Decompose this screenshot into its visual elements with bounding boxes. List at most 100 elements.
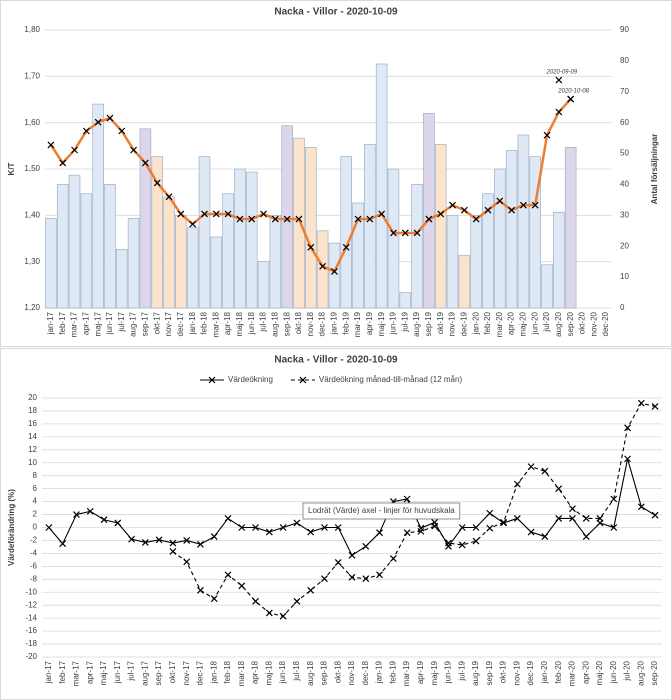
bar (364, 143, 376, 309)
point-marker (651, 402, 659, 410)
point-marker (45, 524, 53, 531)
point-marker (496, 197, 504, 205)
x-tick-label: sep-20 (566, 311, 575, 336)
x-tick-label: okt-17 (168, 660, 177, 683)
x-tick-label: feb-19 (341, 311, 350, 334)
point-marker (376, 529, 383, 537)
point-marker (169, 539, 177, 547)
point-marker (265, 609, 273, 617)
x-tick-label: feb-20 (554, 660, 563, 683)
x-tick-label: apr-19 (416, 660, 425, 684)
point-marker (141, 159, 149, 167)
x-tick-label: jun-17 (113, 660, 122, 684)
x-tick-label: apr-19 (365, 311, 374, 335)
y-tick-label: 1,80 (24, 25, 40, 34)
x-tick-label: sep-18 (282, 311, 291, 336)
bar (257, 261, 270, 309)
point-marker (362, 575, 370, 583)
bar (434, 143, 447, 309)
y2-tick-label: 20 (620, 241, 629, 250)
x-tick-label: mar-20 (568, 660, 577, 686)
y-tick-label: 1,20 (24, 303, 40, 312)
x-tick-label: jun-18 (247, 311, 256, 335)
x-tick-label: apr-18 (223, 311, 232, 335)
x-tick-label: aug-18 (270, 311, 279, 336)
x-tick-label: maj-17 (93, 311, 102, 336)
x-tick-label: aug-20 (636, 660, 645, 685)
bar (234, 168, 246, 309)
x-tick-label: apr-20 (507, 311, 516, 335)
point-marker (260, 210, 267, 218)
bar (269, 214, 282, 309)
bar (293, 137, 305, 309)
bar (541, 264, 553, 309)
x-tick-label: jan-17 (44, 660, 53, 684)
legend-label: Värdeökning månad-till-månad (12 mån) (319, 375, 463, 384)
y2-tick-label: 90 (620, 25, 629, 34)
point-marker (334, 559, 342, 566)
bar (340, 156, 353, 309)
y2-tick-label: 70 (620, 87, 629, 96)
x-tick-label: aug-18 (306, 660, 315, 685)
point-marker (279, 524, 287, 531)
x-tick-label: jun-19 (444, 660, 453, 684)
bar (115, 248, 128, 309)
x-tick-label: jan-19 (375, 660, 384, 684)
y-tick-label: -4 (30, 549, 38, 558)
x-tick-label: feb-20 (483, 311, 492, 334)
bar (564, 147, 577, 309)
x-tick-label: sep-17 (141, 311, 150, 336)
y2-axis-label: Antal försäljningar (650, 134, 659, 205)
x-tick-label: sep-17 (154, 660, 163, 685)
bar (458, 255, 471, 309)
point-marker (431, 522, 439, 530)
x-tick-label: maj-17 (99, 660, 108, 685)
x-tick-label: aug-19 (412, 311, 421, 336)
point-marker (582, 533, 590, 540)
x-tick-label: feb-18 (200, 311, 209, 334)
x-tick-label: nov-17 (164, 311, 173, 336)
bar (186, 227, 199, 309)
point-marker (543, 131, 551, 139)
point-marker (527, 463, 535, 471)
point-marker (569, 505, 576, 513)
x-tick-label: okt-17 (152, 311, 161, 334)
point-marker (624, 455, 631, 463)
x-tick-label: jan-20 (471, 311, 480, 335)
y-tick-label: -2 (30, 536, 38, 545)
x-tick-label: feb-17 (58, 311, 67, 334)
point-marker (651, 511, 659, 519)
point-marker (413, 229, 421, 237)
x-tick-label: jul-18 (292, 660, 301, 681)
point-marker (128, 535, 135, 543)
tooltip-box (302, 502, 461, 520)
x-tick-label: dec-18 (361, 660, 370, 685)
bar (399, 292, 412, 309)
point-marker (293, 519, 301, 527)
point-marker (210, 595, 218, 603)
x-tick-label: jan-19 (330, 311, 339, 335)
point-marker (183, 537, 191, 544)
bar (470, 214, 482, 309)
point-marker (555, 515, 563, 522)
bar (387, 168, 400, 309)
point-marker (155, 536, 163, 544)
x-tick-label: mar-18 (237, 660, 246, 686)
y-tick-label: 1,70 (24, 71, 40, 80)
point-marker (321, 575, 328, 583)
bar (80, 193, 93, 309)
x-tick-label: okt-18 (333, 660, 342, 683)
annotation: 2020-10-08 (557, 89, 589, 95)
point-marker (389, 555, 397, 563)
y-tick-label: 12 (28, 445, 37, 454)
x-tick-label: jan-18 (209, 660, 218, 684)
y-tick-label: -20 (25, 652, 37, 661)
point-marker (472, 524, 480, 531)
point-marker (321, 524, 328, 531)
tooltip: Lodrät (Värde) axel - linjer för huvudsk… (308, 506, 455, 515)
point-marker (210, 533, 218, 540)
point-marker (486, 524, 494, 532)
point-marker (425, 215, 433, 223)
legend-label: Värdeökning (228, 375, 273, 384)
point-marker (197, 540, 204, 548)
